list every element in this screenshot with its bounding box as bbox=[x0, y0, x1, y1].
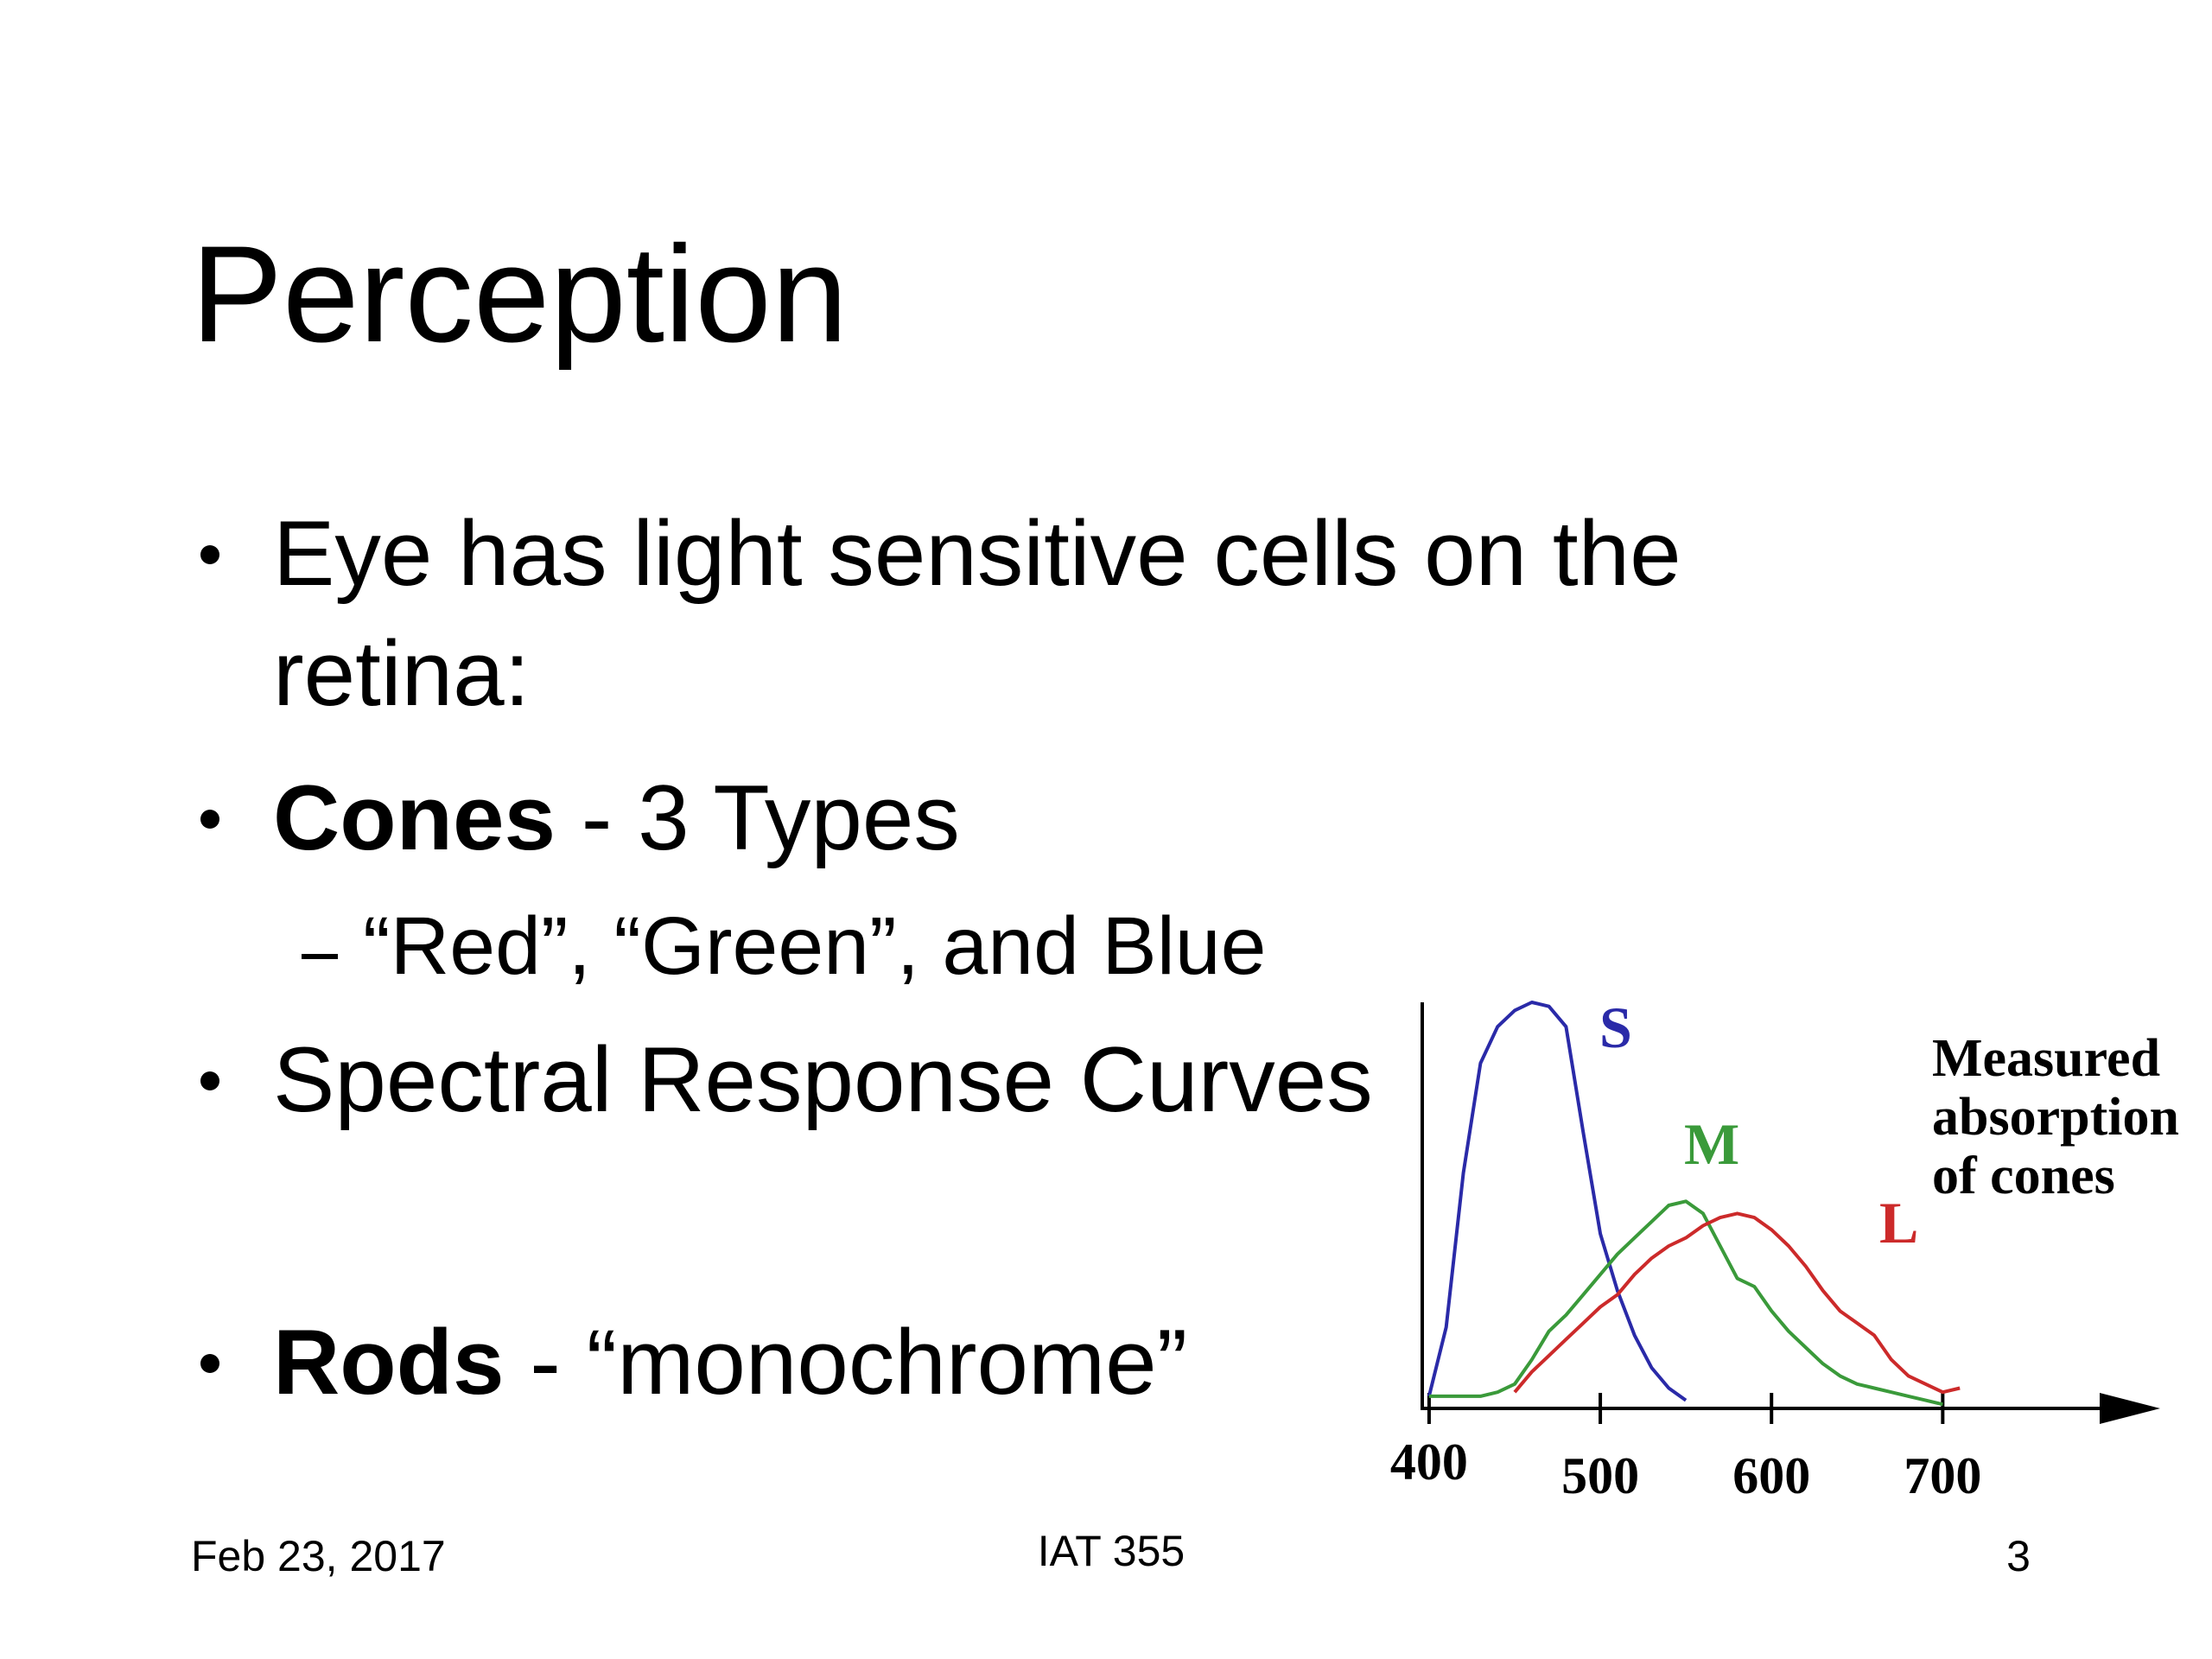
bullet-rest: - 3 Types bbox=[556, 766, 960, 869]
bold-term: Rods bbox=[273, 1310, 505, 1414]
response-curve bbox=[1513, 1211, 1961, 1395]
bold-term: Cones bbox=[273, 766, 556, 869]
bullet-text: Eye has light sensitive cells on the bbox=[273, 501, 1681, 605]
footer-date: Feb 23, 2017 bbox=[191, 1532, 446, 1580]
response-curve bbox=[1427, 1001, 1688, 1402]
series-label: M bbox=[1684, 1111, 1739, 1177]
footer-page: 3 bbox=[2006, 1532, 2031, 1580]
slide-title: Perception bbox=[191, 217, 848, 371]
x-tick-label: 700 bbox=[1904, 1447, 1981, 1504]
series-label: S bbox=[1599, 995, 1632, 1060]
series-label: L bbox=[1879, 1190, 1918, 1255]
bullet-dot bbox=[200, 1354, 219, 1373]
bullet-dot bbox=[200, 545, 219, 564]
bullet-text: retina: bbox=[273, 621, 530, 725]
bullet-dot bbox=[200, 1071, 219, 1090]
footer-course: IAT 355 bbox=[1038, 1527, 1185, 1575]
bullet-text: Rods - “monochrome” bbox=[273, 1310, 1187, 1414]
chart-annotation: absorption bbox=[1932, 1088, 2179, 1147]
chart-annotation: Measured bbox=[1932, 1029, 2160, 1088]
chart-annotation: of cones bbox=[1932, 1147, 2115, 1205]
axis-arrow bbox=[2100, 1393, 2160, 1424]
bullet-text: Cones - 3 Types bbox=[273, 766, 960, 869]
sub-bullet-dash bbox=[302, 954, 338, 959]
sub-bullet-text: “Red”, “Green”, and Blue bbox=[363, 900, 1266, 992]
response-curve bbox=[1428, 1199, 1943, 1407]
bullet-text: Spectral Response Curves bbox=[273, 1027, 1373, 1131]
x-tick-label: 400 bbox=[1390, 1433, 1468, 1491]
bullet-dot bbox=[200, 810, 219, 829]
bullet-rest: - “monochrome” bbox=[505, 1310, 1188, 1414]
x-tick-label: 600 bbox=[1732, 1447, 1810, 1504]
x-tick-label: 500 bbox=[1561, 1447, 1639, 1504]
